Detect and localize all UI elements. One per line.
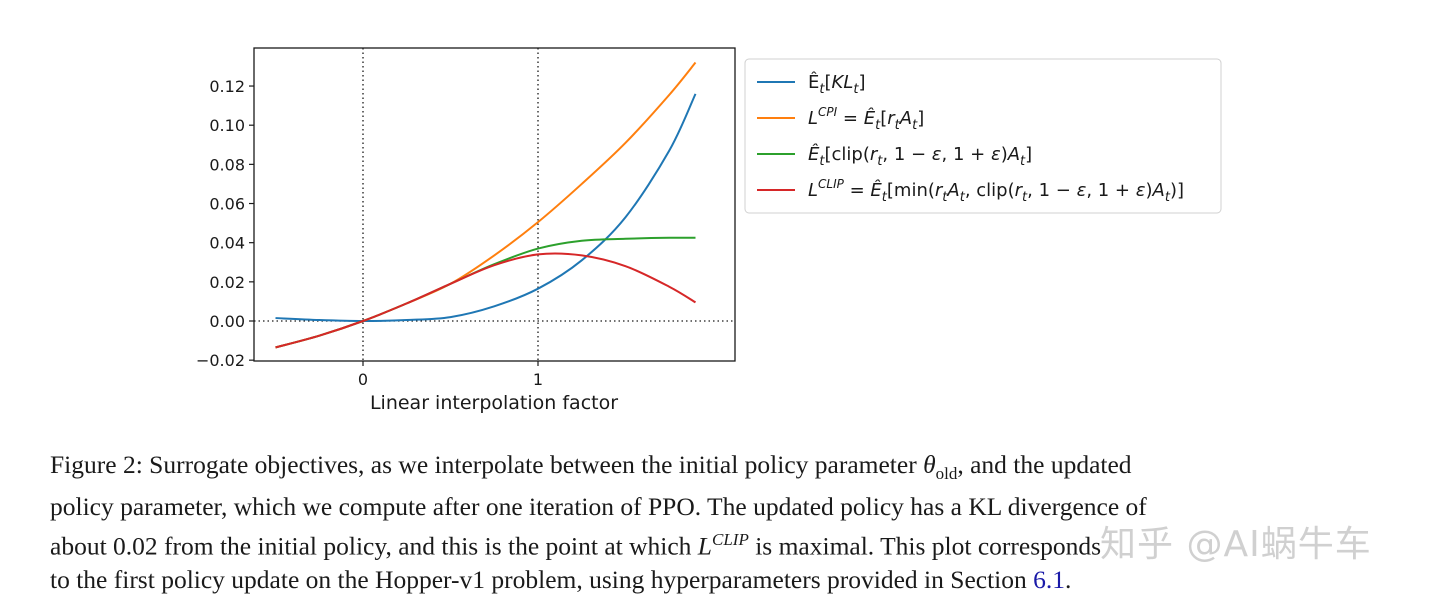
y-tick-label: 0.02 bbox=[209, 273, 245, 292]
watermark: 知乎 @AI蜗牛车 bbox=[1100, 524, 1372, 565]
caption-line-3: about 0.02 from the initial policy, and … bbox=[50, 530, 1102, 561]
x-tick-label: 0 bbox=[358, 370, 368, 389]
y-axis: −0.02 0.00 0.02 0.04 0.06 0.08 0.10 0.12 bbox=[196, 77, 254, 370]
y-tick-label: 0.00 bbox=[209, 312, 245, 331]
caption-line-4: to the first policy update on the Hopper… bbox=[50, 564, 1072, 594]
series-line-2 bbox=[275, 236, 696, 349]
caption-line-2: policy parameter, which we compute after… bbox=[50, 492, 1147, 522]
reference-lines bbox=[254, 48, 735, 361]
legend-label: LCPI​ = Êt​[rt​At​] bbox=[808, 105, 924, 133]
legend: Êt​[KLt​] LCPI​ = Êt​[rt​At​] Êt​[clip(… bbox=[744, 58, 1222, 214]
figure-caption: Figure 2: Surrogate objectives, as we in… bbox=[50, 448, 1380, 596]
caption-line-1: Figure 2: Surrogate objectives, as we in… bbox=[50, 450, 1132, 484]
series-lines bbox=[275, 61, 697, 349]
y-tick-label: 0.08 bbox=[209, 155, 245, 174]
y-tick-label: 0.12 bbox=[209, 77, 245, 96]
legend-label: Êt​[KLt​] bbox=[808, 71, 866, 97]
series-line-0 bbox=[275, 93, 697, 323]
y-tick-label: 0.10 bbox=[209, 116, 245, 135]
x-tick-label: 1 bbox=[533, 370, 543, 389]
legend-label: Êt​[clip(rt​, 1 − ε, 1 + ε)At​] bbox=[808, 143, 1032, 169]
y-tick-label: −0.02 bbox=[196, 351, 245, 370]
series-line-3 bbox=[275, 252, 697, 349]
legend-label: LCLIP​ = Êt​[min(rt​At​, clip(rt​, 1 − … bbox=[808, 177, 1184, 205]
series-line-1 bbox=[275, 61, 697, 349]
x-axis-label: Linear interpolation factor bbox=[370, 392, 618, 414]
y-tick-label: 0.06 bbox=[209, 195, 245, 214]
y-tick-label: 0.04 bbox=[209, 234, 245, 253]
section-link[interactable]: 6.1 bbox=[1033, 564, 1065, 594]
plot-frame bbox=[253, 47, 736, 362]
legend-box bbox=[744, 58, 1222, 214]
